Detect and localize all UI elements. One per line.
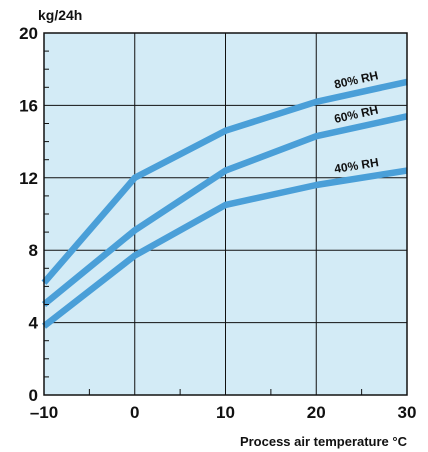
y-tick-label: 16 <box>19 96 38 115</box>
x-tick-label: 0 <box>130 403 139 422</box>
x-axis-title: Process air temperature °C <box>240 434 408 449</box>
y-tick-label: 20 <box>19 24 38 43</box>
y-tick-label: 12 <box>19 169 38 188</box>
x-tick-label: 20 <box>307 403 326 422</box>
y-unit-label: kg/24h <box>38 7 82 23</box>
series-line <box>41 78 408 285</box>
series-lines <box>41 78 408 329</box>
y-tick-label: 0 <box>29 386 38 405</box>
series-line <box>42 167 408 329</box>
x-tick-label: 30 <box>398 403 417 422</box>
y-tick-label: 4 <box>29 314 39 333</box>
series-line <box>41 113 408 308</box>
x-tick-label: 10 <box>216 403 235 422</box>
y-tick-label: 8 <box>29 241 38 260</box>
x-tick-label: –10 <box>30 403 58 422</box>
series-label: 40% RH <box>333 155 379 176</box>
